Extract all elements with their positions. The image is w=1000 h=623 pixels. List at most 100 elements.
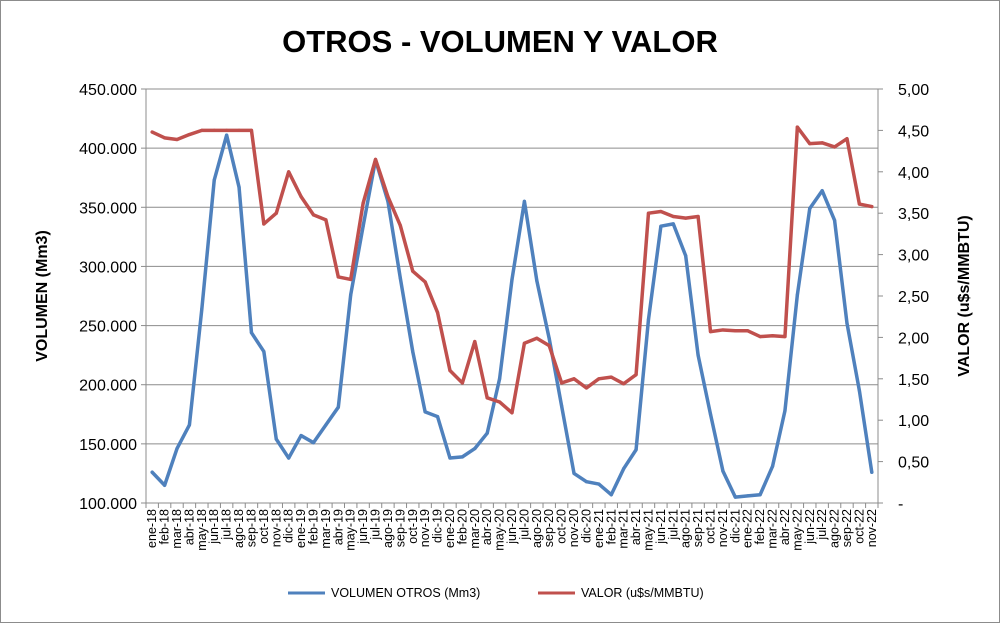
data-point-volume	[448, 456, 452, 460]
data-point-value	[287, 170, 291, 174]
data-point-value	[646, 211, 651, 215]
data-point-volume	[411, 349, 415, 354]
data-point-value	[212, 128, 216, 132]
data-point-value	[721, 328, 725, 332]
data-point-value	[324, 218, 328, 222]
data-point-volume	[349, 293, 353, 297]
data-point-volume	[497, 377, 502, 381]
y-tick-label: 150.000	[79, 437, 137, 454]
data-point-volume	[200, 307, 204, 311]
data-point-volume	[870, 470, 874, 474]
data-point-volume	[262, 349, 266, 354]
data-point-volume	[547, 336, 551, 341]
data-point-value	[634, 373, 638, 377]
data-point-value	[547, 344, 551, 348]
data-point-volume	[845, 321, 849, 325]
x-axis: ene-18feb-18mar-18abr-18may-18jun-18jul-…	[145, 503, 879, 551]
x-tick-label: abr-20	[480, 509, 494, 545]
x-tick-label: dic-19	[431, 509, 445, 543]
data-point-value	[435, 310, 440, 315]
data-point-volume	[770, 464, 775, 468]
data-point-volume	[832, 218, 837, 222]
data-point-value	[684, 216, 688, 220]
data-point-value	[708, 330, 713, 334]
data-point-value	[535, 336, 539, 340]
data-point-value	[274, 211, 278, 215]
data-point-volume	[311, 441, 316, 445]
x-tick-label: jun-19	[356, 509, 370, 545]
x-tick-label: nov-19	[418, 509, 432, 547]
data-point-value	[299, 195, 303, 199]
x-tick-label: ene-18	[145, 509, 159, 548]
data-point-value	[175, 137, 179, 142]
x-tick-label: oct-18	[257, 509, 271, 544]
x-tick-label: abr-21	[629, 509, 643, 545]
x-tick-label: jun-18	[207, 509, 221, 545]
data-point-volume	[187, 423, 192, 427]
data-point-value	[237, 128, 241, 132]
data-point-volume	[634, 448, 638, 452]
data-point-value	[597, 377, 601, 381]
x-tick-label: jul-20	[517, 509, 531, 541]
x-tick-label: dic-21	[728, 509, 742, 543]
x-tick-label: sep-18	[244, 509, 258, 547]
y-tick-label: 450.000	[79, 82, 137, 99]
x-tick-label: jul-18	[220, 509, 234, 541]
data-point-volume	[783, 409, 787, 413]
data-point-volume	[435, 415, 440, 419]
data-point-value	[783, 334, 787, 339]
x-tick-label: ago-21	[679, 509, 693, 548]
data-point-value	[572, 377, 576, 381]
data-point-volume	[746, 494, 750, 498]
y2-tick-label: 4,00	[898, 165, 929, 182]
data-point-value	[187, 132, 192, 137]
x-tick-label: mar-21	[617, 509, 631, 549]
x-tick-label: jul-21	[666, 509, 680, 541]
data-point-value	[659, 209, 663, 214]
y-tick-label: 250.000	[79, 319, 137, 336]
legend-label-value: VALOR (u$s/MMBTU)	[581, 586, 704, 600]
data-point-volume	[460, 455, 464, 459]
x-tick-label: oct-22	[852, 509, 866, 544]
data-point-volume	[249, 331, 254, 335]
data-point-volume	[274, 437, 278, 441]
data-point-value	[510, 411, 514, 415]
data-point-volume	[299, 433, 303, 438]
y2-tick-label: 4,50	[898, 123, 929, 140]
y2-axis-title: VALOR (u$s/MMBTU)	[956, 215, 973, 376]
data-point-volume	[597, 482, 601, 486]
left-axis: 100.000 150.000 200.000 250.000 300.000 350.0…	[79, 82, 146, 513]
data-point-value	[249, 128, 254, 132]
x-tick-label: oct-19	[406, 509, 420, 544]
x-tick-label: ago-20	[530, 509, 544, 548]
y-axis-title: VOLUMEN (Mm3)	[34, 230, 51, 362]
data-point-volume	[696, 353, 700, 357]
x-tick-label: ago-22	[828, 509, 842, 548]
x-tick-label: jun-21	[654, 509, 668, 545]
x-tick-label: dic-20	[579, 509, 593, 543]
data-point-volume	[646, 318, 651, 322]
y2-tick-label: -	[898, 496, 903, 513]
x-tick-label: abr-18	[182, 509, 196, 545]
data-point-value	[311, 213, 316, 217]
x-tick-label: feb-18	[158, 509, 172, 544]
data-point-volume	[857, 389, 861, 393]
data-point-value	[336, 275, 340, 279]
data-point-value	[460, 381, 464, 385]
data-point-value	[448, 368, 452, 373]
x-tick-label: ene-21	[592, 509, 606, 548]
data-point-volume	[820, 189, 824, 193]
legend: VOLUMEN OTROS (Mm3) VALOR (u$s/MMBTU)	[288, 586, 704, 600]
y-tick-label: 400.000	[79, 141, 137, 158]
data-point-value	[398, 224, 402, 228]
data-point-value	[473, 339, 477, 344]
data-point-volume	[423, 410, 427, 414]
data-point-value	[522, 341, 527, 345]
legend-label-volume: VOLUMEN OTROS (Mm3)	[331, 586, 480, 600]
x-tick-label: oct-20	[555, 509, 569, 544]
data-point-value	[870, 204, 874, 209]
data-point-volume	[560, 404, 564, 408]
data-point-volume	[324, 423, 328, 427]
data-point-value	[733, 329, 737, 333]
